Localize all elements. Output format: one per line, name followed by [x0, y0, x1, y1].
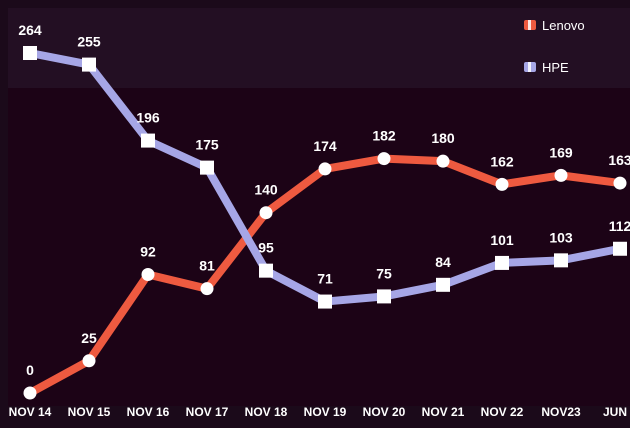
lenovo-legend-swatch-highlight [528, 20, 531, 30]
series-markers [23, 46, 627, 400]
hpe-data-point [613, 241, 627, 256]
lenovo-data-point [82, 354, 96, 368]
x-tick-label: NOV 17 [186, 405, 229, 419]
hpe-data-label: 175 [195, 137, 219, 153]
lenovo-data-label: 92 [140, 244, 156, 260]
hpe-data-label: 103 [549, 229, 573, 245]
hpe-data-label: 95 [258, 240, 274, 256]
lenovo-data-point [141, 268, 155, 282]
lenovo-data-label: 174 [313, 138, 337, 154]
hpe-data-point [318, 294, 332, 309]
lenovo-data-point [23, 386, 37, 400]
hpe-data-point [82, 57, 96, 72]
lenovo-data-point [377, 152, 391, 166]
hpe-data-label: 84 [435, 254, 451, 270]
hpe-data-label: 75 [376, 265, 392, 281]
lenovo-data-label: 180 [431, 130, 455, 146]
hpe-data-label: 71 [317, 271, 333, 287]
hpe-data-point [23, 46, 37, 60]
lenovo-data-point [259, 206, 273, 220]
lenovo-data-label: 25 [81, 330, 97, 346]
hpe-legend-swatch-highlight [528, 62, 531, 72]
x-tick-label: NOV 15 [68, 405, 111, 419]
x-tick-label: NOV 14 [9, 405, 52, 419]
hpe-data-point [554, 253, 568, 268]
lenovo-legend-label: Lenovo [542, 18, 585, 33]
x-tick-label: NOV23 [541, 405, 581, 419]
hpe-data-label: 112 [609, 218, 630, 234]
x-tick-label: NOV 16 [127, 405, 170, 419]
lenovo-data-label: 0 [26, 362, 34, 378]
lenovo-data-label: 182 [372, 128, 396, 144]
lenovo-data-point [200, 282, 214, 296]
x-tick-label: JUN 2 [603, 405, 630, 419]
lenovo-data-label: 162 [490, 153, 514, 169]
x-tick-label: NOV 20 [363, 405, 406, 419]
hpe-data-point [436, 277, 450, 292]
hpe-data-label: 101 [490, 232, 514, 248]
hpe-legend-label: HPE [542, 60, 569, 75]
lenovo-data-label: 169 [549, 144, 573, 160]
hpe-data-point [141, 133, 155, 148]
hpe-data-point [495, 255, 509, 270]
lenovo-data-point [436, 154, 450, 168]
hpe-data-label: 196 [136, 110, 160, 126]
hpe-data-point [259, 263, 273, 278]
hpe-data-point [200, 160, 214, 175]
x-tick-label: NOV 19 [304, 405, 347, 419]
x-tick-label: NOV 22 [481, 405, 524, 419]
x-tick-label: NOV 21 [422, 405, 465, 419]
x-tick-label: NOV 18 [245, 405, 288, 419]
lenovo-data-point [318, 162, 332, 176]
lenovo-data-label: 81 [199, 258, 215, 274]
lenovo-data-point [613, 176, 627, 190]
lenovo-data-point [495, 177, 509, 191]
lenovo-data-point [554, 168, 568, 182]
hpe-data-point [377, 289, 391, 304]
hpe-data-label: 264 [18, 22, 42, 38]
hpe-data-label: 255 [77, 34, 101, 50]
legend: Lenovo HPE [524, 18, 585, 75]
lenovo-data-label: 163 [608, 152, 630, 168]
data-labels: 0 25 92 81 140 174 182 180 162 169 163 264 255 196 175… [18, 22, 630, 378]
lenovo-data-label: 140 [254, 182, 278, 198]
x-axis-ticks: NOV 14 NOV 15 NOV 16 NOV 17 NOV 18 NOV 19 NOV … [9, 405, 630, 419]
